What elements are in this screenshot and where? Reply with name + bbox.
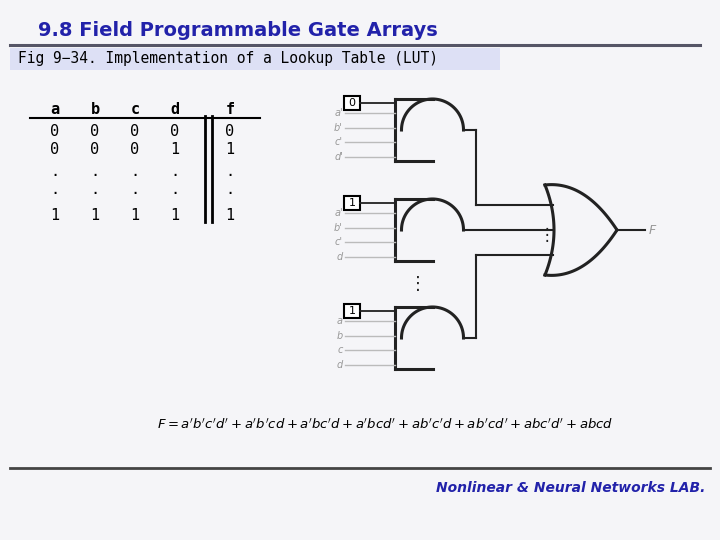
Text: d: d [337,360,343,370]
Text: .: . [130,165,140,179]
Text: .: . [130,183,140,198]
Text: 9.8 Field Programmable Gate Arrays: 9.8 Field Programmable Gate Arrays [38,21,438,39]
Text: Nonlinear & Neural Networks LAB.: Nonlinear & Neural Networks LAB. [436,481,705,495]
Text: c': c' [335,238,343,247]
Text: 1: 1 [348,306,356,316]
Text: F: F [649,224,656,237]
Text: $F = a'b'c'd'+a'b'cd + a'bc'd + a'bcd'+ab'c'd + ab'cd'+abc'd'+abcd$: $F = a'b'c'd'+a'b'cd + a'bc'd + a'bcd'+a… [157,418,613,432]
Text: 0: 0 [171,125,179,139]
Text: 1: 1 [348,198,356,208]
FancyBboxPatch shape [344,96,360,110]
FancyBboxPatch shape [10,48,500,70]
Text: .: . [91,183,99,198]
Text: .: . [50,165,60,179]
Text: c: c [130,103,140,118]
Text: 0: 0 [348,98,356,108]
Text: b': b' [334,222,343,233]
Text: 0: 0 [50,125,60,139]
Text: d': d' [334,152,343,162]
Text: b': b' [334,123,343,133]
Text: .: . [171,183,179,198]
FancyBboxPatch shape [344,196,360,210]
Text: ⋮: ⋮ [408,275,426,293]
Text: 1: 1 [130,207,140,222]
Text: c: c [338,346,343,355]
Text: a': a' [334,108,343,118]
Text: a: a [337,316,343,326]
Text: .: . [91,165,99,179]
Text: 1: 1 [225,207,235,222]
Text: 0: 0 [91,125,99,139]
Text: a': a' [334,208,343,218]
Text: b: b [91,103,99,118]
FancyBboxPatch shape [344,304,360,318]
Text: 1: 1 [171,143,179,158]
Text: d: d [337,252,343,262]
Text: 0: 0 [225,125,235,139]
Text: f: f [225,103,235,118]
Text: c': c' [335,137,343,147]
Text: 0: 0 [50,143,60,158]
Text: 1: 1 [50,207,60,222]
Text: ⋮: ⋮ [539,226,555,244]
Text: 0: 0 [130,143,140,158]
Text: 1: 1 [225,143,235,158]
Text: .: . [225,165,235,179]
Text: 1: 1 [171,207,179,222]
Text: a: a [50,103,60,118]
Text: Fig 9−34. Implementation of a Lookup Table (LUT): Fig 9−34. Implementation of a Lookup Tab… [18,51,438,66]
Text: b: b [337,330,343,341]
Text: 1: 1 [91,207,99,222]
Text: .: . [171,165,179,179]
Text: 0: 0 [130,125,140,139]
Text: .: . [225,183,235,198]
Text: d: d [171,103,179,118]
Text: .: . [50,183,60,198]
Text: 0: 0 [91,143,99,158]
